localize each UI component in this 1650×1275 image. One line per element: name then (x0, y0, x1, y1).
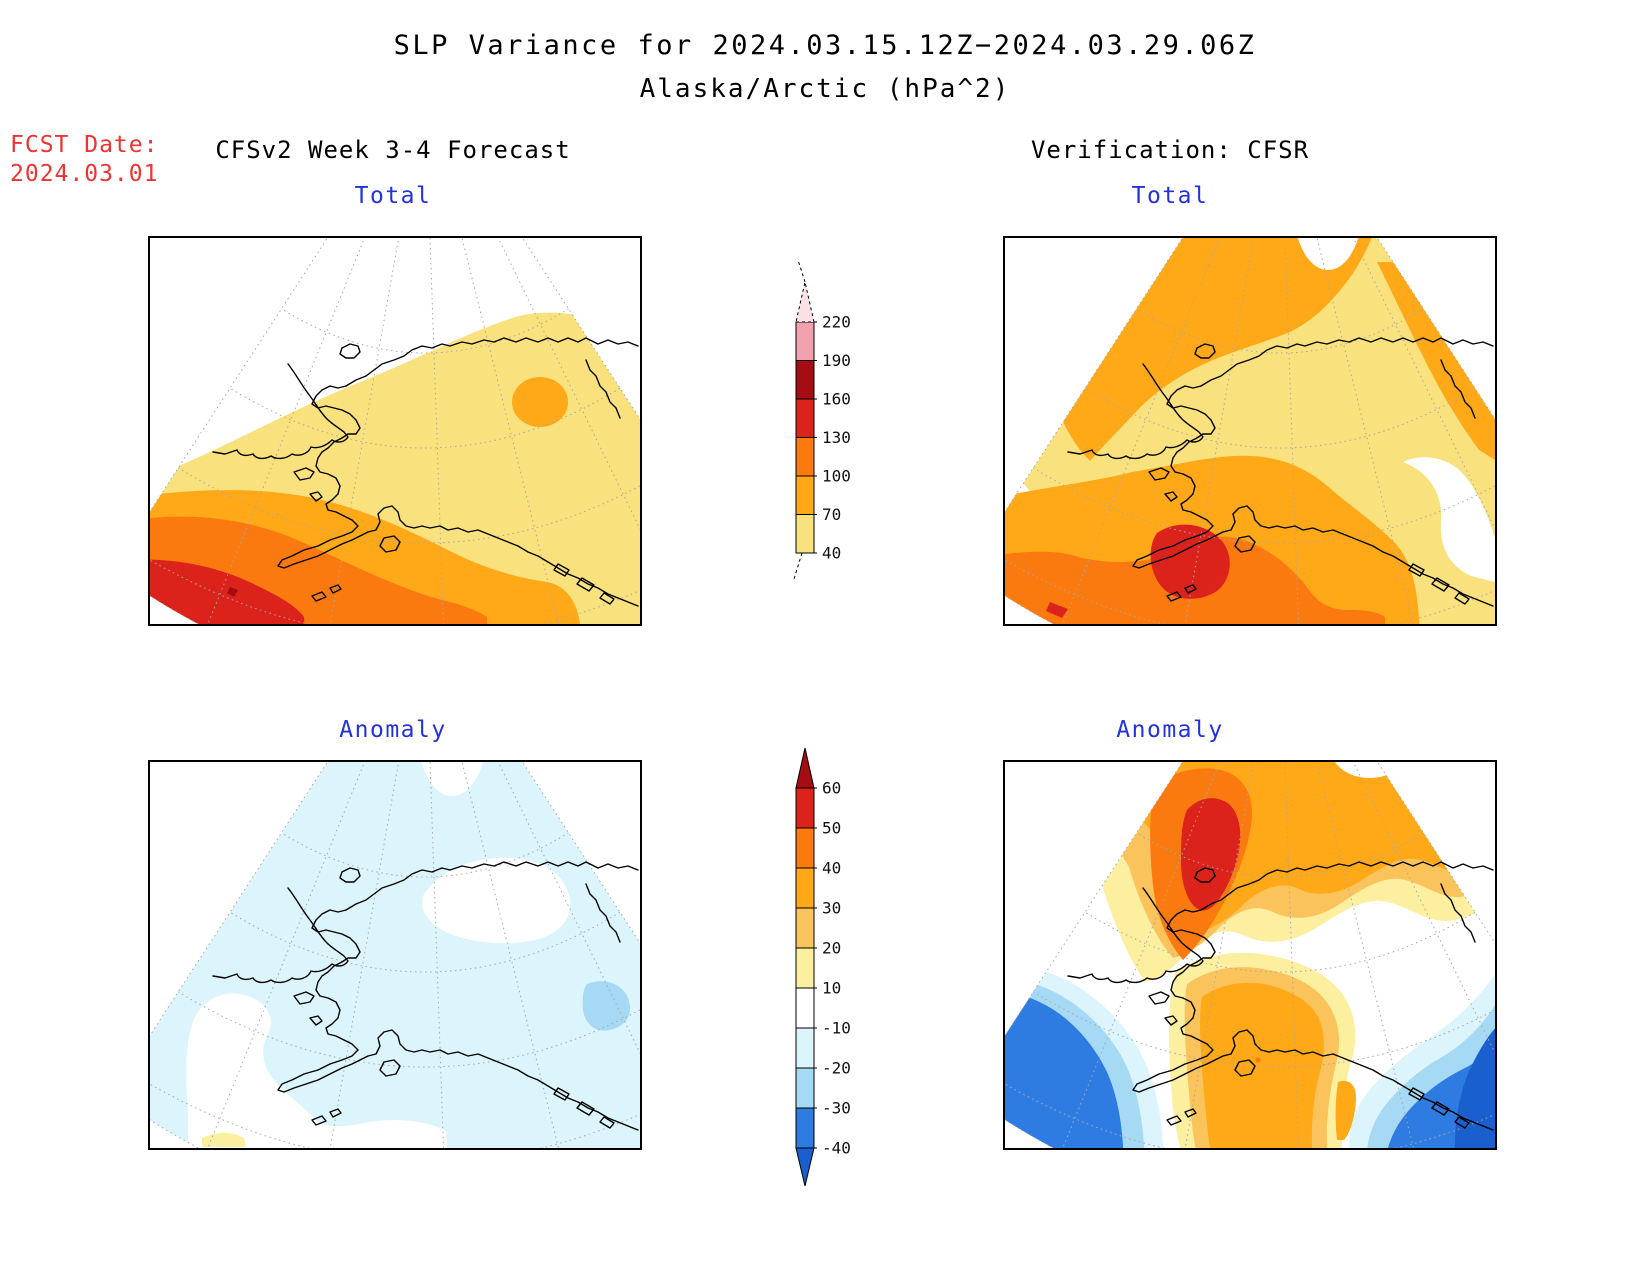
colorbar-tick-label: 40 (822, 544, 841, 563)
colorbar-total: 220 190 160 130 100 70 40 (793, 259, 851, 580)
map-forecast-anomaly-svg (150, 762, 640, 1148)
colorbar-tick-label: -20 (822, 1059, 851, 1078)
contour-fill (1403, 457, 1495, 582)
contour-fill (1005, 987, 1123, 1148)
panel-label-verification-total: Total (1131, 183, 1209, 209)
map-verification-total (1003, 236, 1497, 626)
colorbar-tail-bottom (793, 552, 803, 580)
panel-label-verification-anomaly: Anomaly (1116, 717, 1224, 743)
colorbar-tick-label: -40 (822, 1139, 851, 1158)
colorbar-arrow-up (795, 747, 815, 789)
panel-label-forecast-anomaly: Anomaly (339, 717, 447, 743)
contour-fill (1295, 238, 1361, 270)
colorbar-tick-label: -30 (822, 1099, 851, 1118)
colorbar-tick-label: 70 (822, 505, 841, 524)
colorbar-segment (796, 868, 814, 908)
contour-fill (150, 559, 307, 624)
colorbar-tail-top (797, 259, 806, 283)
colorbar-segment (796, 948, 814, 988)
column-header-forecast: CFSv2 Week 3-4 Forecast (215, 136, 571, 164)
colorbar-anomaly: 60 50 40 30 20 10 -10 -20 -30 -40 (795, 747, 851, 1187)
map-forecast-anomaly (148, 760, 642, 1150)
colorbar-arrow-down (795, 1147, 815, 1187)
contour-fill (512, 377, 568, 427)
colorbar-segment (796, 399, 814, 438)
contour-fill (1005, 536, 1385, 624)
colorbar-tick-label: 60 (822, 779, 841, 798)
colorbar-segment (796, 1068, 814, 1108)
contour-fill (1454, 1020, 1495, 1148)
colorbar-segment (796, 788, 814, 828)
colorbar-segment (796, 322, 814, 361)
contour-fill (1150, 524, 1230, 599)
colorbar-segment (796, 437, 814, 476)
figure-subtitle: Alaska/Arctic (hPa^2) (639, 74, 1011, 104)
colorbar-tick-label: 220 (822, 313, 851, 332)
colorbar-arrow-up (795, 281, 815, 323)
colorbar-tick-label: 40 (822, 859, 841, 878)
colorbar-segment (796, 514, 814, 553)
colorbar-segment (796, 908, 814, 948)
contour-fill (582, 981, 631, 1031)
forecast-date-label: FCST Date: (10, 132, 159, 158)
contour-fill (1255, 1057, 1261, 1063)
forecast-date-block: FCST Date: 2024.03.01 (10, 131, 158, 189)
map-verification-anomaly-svg (1005, 762, 1495, 1148)
map-forecast-total (148, 236, 642, 626)
colorbar-segment (796, 828, 814, 868)
colorbar-segment (796, 988, 814, 1028)
column-header-verification: Verification: CFSR (1030, 136, 1310, 164)
contour-fill (186, 993, 450, 1148)
colorbar-segment (796, 476, 814, 515)
colorbar-tick-label: 100 (822, 467, 851, 486)
map-verification-total-svg (1005, 238, 1495, 624)
colorbar-tick-label: 10 (822, 979, 841, 998)
colorbar-tick-label: 50 (822, 819, 841, 838)
forecast-date-value: 2024.03.01 (10, 161, 159, 187)
colorbar-tick-label: 20 (822, 939, 841, 958)
contour-fill (1181, 798, 1241, 911)
figure-title: SLP Variance for 2024.03.15.12Z−2024.03.… (393, 30, 1257, 61)
map-forecast-total-svg (150, 238, 640, 624)
map-verification-anomaly (1003, 760, 1497, 1150)
contour-fill (227, 587, 238, 597)
contour-fill (150, 516, 487, 624)
contour-fill (1377, 262, 1495, 460)
colorbar-tick-label: 190 (822, 351, 851, 370)
colorbar-segment (796, 1028, 814, 1068)
colorbar-segment (796, 360, 814, 399)
contour-fill (1200, 983, 1324, 1148)
contour-fill (1046, 602, 1068, 618)
colorbar-tick-label: 130 (822, 428, 851, 447)
colorbar-segment (796, 1108, 814, 1148)
contour-fill (422, 857, 571, 944)
colorbar-tick-label: 30 (822, 899, 841, 918)
contour-fill (419, 762, 486, 796)
colorbar-tick-label: 160 (822, 390, 851, 409)
contour-fill (1335, 1080, 1357, 1140)
colorbar-tick-label: -10 (822, 1019, 851, 1038)
panel-label-forecast-total: Total (354, 183, 432, 209)
